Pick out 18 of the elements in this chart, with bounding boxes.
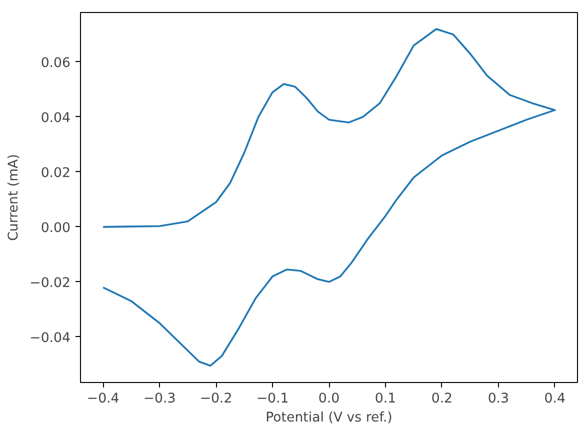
y-axis-title: Current (mA)	[6, 154, 22, 241]
x-tick-label: 0.3	[488, 392, 510, 406]
line-series	[102, 28, 556, 367]
x-tick-label: 0.4	[544, 392, 566, 406]
x-tick-label: −0.3	[143, 392, 176, 406]
y-tick-label: −0.04	[30, 330, 70, 346]
y-tick-label: 0.00	[40, 220, 71, 236]
x-tick-label: −0.2	[200, 392, 232, 406]
x-tick-label: 0.1	[374, 392, 396, 406]
x-tick-label: −0.1	[256, 392, 289, 406]
y-tick-label: −0.02	[30, 276, 70, 291]
x-tick-label: 0.0	[318, 392, 340, 406]
y-tick-label: 0.04	[40, 110, 71, 126]
x-tick-label: −0.4	[86, 392, 120, 406]
x-tick-label: 0.2	[431, 392, 453, 406]
x-axis-title: Potential (V vs ref.)	[266, 410, 392, 426]
y-tick-label: 0.06	[40, 56, 71, 71]
y-tick-label: 0.02	[40, 166, 71, 181]
